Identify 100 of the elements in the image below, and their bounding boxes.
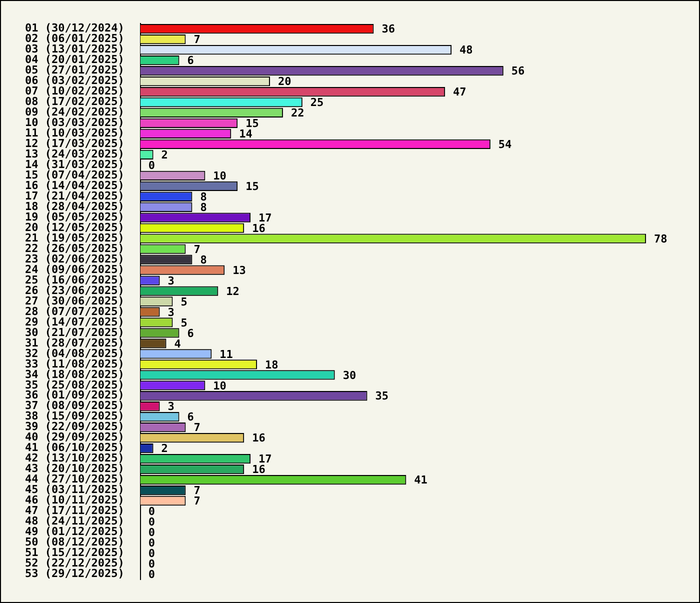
y-tick-label: 32 (04/08/2025) <box>24 346 124 360</box>
data-label: 16 <box>252 463 266 476</box>
y-tick-label: 30 (21/07/2025) <box>24 326 124 339</box>
data-label: 10 <box>213 170 226 183</box>
data-label: 8 <box>200 190 207 204</box>
data-label: 7 <box>194 33 200 46</box>
data-label: 35 <box>375 390 389 403</box>
y-tick-label: 27 (30/06/2025) <box>24 294 124 308</box>
data-label: 0 <box>148 516 155 529</box>
y-tick-label: 42 (13/10/2025) <box>24 452 124 465</box>
data-label: 17 <box>258 452 272 466</box>
data-label: 54 <box>498 138 512 152</box>
data-label: 6 <box>187 410 194 424</box>
y-tick-label: 26 (23/06/2025) <box>24 284 124 297</box>
data-label: 0 <box>148 536 155 550</box>
data-label: 15 <box>246 180 259 194</box>
y-tick-label: 07 (10/02/2025) <box>24 84 124 98</box>
y-tick-label: 28 (07/07/2025) <box>24 304 124 318</box>
y-tick-label: 25 (16/06/2025) <box>24 273 124 286</box>
y-tick-label: 37 (08/09/2025) <box>24 399 124 412</box>
y-tick-label: 46 (10/11/2025) <box>24 494 124 507</box>
y-tick-label: 02 (06/01/2025) <box>24 32 124 46</box>
y-tick-label: 09 (24/02/2025) <box>24 106 124 119</box>
data-label: 4 <box>174 337 182 350</box>
y-tick-label: 12 (17/03/2025) <box>24 137 124 150</box>
data-label: 30 <box>342 368 356 382</box>
y-tick-label: 18 (28/04/2025) <box>24 200 124 213</box>
data-label: 8 <box>200 253 207 266</box>
y-tick-label: 20 (12/05/2025) <box>24 220 124 234</box>
y-tick-label: 36 (01/09/2025) <box>24 388 124 402</box>
data-label: 3 <box>168 306 174 319</box>
y-tick-label: 39 (22/09/2025) <box>24 420 124 434</box>
data-label: 2 <box>161 442 168 456</box>
y-tick-label: 05 (27/01/2025) <box>24 64 124 77</box>
y-tick-label: 34 (18/08/2025) <box>24 368 124 381</box>
data-label: 5 <box>180 316 188 330</box>
data-label: 0 <box>148 159 155 172</box>
y-tick-label: 38 (15/09/2025) <box>24 410 124 423</box>
data-label: 11 <box>220 348 234 361</box>
data-label: 7 <box>194 242 200 256</box>
data-label: 5 <box>180 295 188 308</box>
y-tick-label: 35 (25/08/2025) <box>24 378 124 392</box>
data-label: 2 <box>161 148 168 162</box>
y-tick-label: 31 (28/07/2025) <box>24 336 124 350</box>
y-tick-label: 24 (09/06/2025) <box>24 262 124 276</box>
y-tick-label: 03 (13/01/2025) <box>24 42 124 56</box>
data-label: 7 <box>194 484 200 498</box>
y-tick-label: 52 (22/12/2025) <box>24 556 124 570</box>
data-label: 3 <box>168 400 174 414</box>
y-tick-label: 21 (19/05/2025) <box>24 231 124 244</box>
y-tick-label: 08 (17/02/2025) <box>24 95 124 108</box>
data-label: 10 <box>213 379 226 392</box>
data-label: 12 <box>226 284 240 298</box>
data-label: 41 <box>414 474 428 487</box>
data-label: 8 <box>200 200 207 214</box>
data-label: 16 <box>252 432 266 445</box>
data-label: 0 <box>148 558 155 571</box>
data-label: 6 <box>187 326 194 340</box>
y-tick-label: 53 (29/12/2025) <box>24 567 124 580</box>
y-tick-label: 44 (27/10/2025) <box>24 472 124 486</box>
data-label: 3 <box>168 274 174 288</box>
y-tick-label: 51 (15/12/2025) <box>24 546 124 560</box>
data-label: 0 <box>148 547 155 560</box>
y-tick-label: 11 (10/03/2025) <box>24 126 124 140</box>
data-label: 20 <box>278 75 292 88</box>
data-label: 15 <box>246 117 259 130</box>
y-tick-label: 40 (29/09/2025) <box>24 430 124 444</box>
y-tick-label: 29 (14/07/2025) <box>24 315 124 328</box>
y-tick-label: 48 (24/11/2025) <box>24 514 124 528</box>
y-tick-label: 50 (08/12/2025) <box>24 536 124 549</box>
y-tick-label: 13 (24/03/2025) <box>24 148 124 161</box>
y-tick-label: 06 (03/02/2025) <box>24 74 124 88</box>
y-tick-label: 41 (06/10/2025) <box>24 441 124 454</box>
y-tick-label: 10 (03/03/2025) <box>24 116 124 130</box>
data-label: 0 <box>148 568 155 582</box>
data-label: 0 <box>148 526 155 540</box>
y-tick-label: 49 (01/12/2025) <box>24 525 124 538</box>
y-tick-label: 14 (31/03/2025) <box>24 158 124 172</box>
data-label: 16 <box>252 222 266 235</box>
data-label: 13 <box>232 264 246 277</box>
data-label: 22 <box>290 106 304 120</box>
data-label: 17 <box>258 211 272 224</box>
data-label: 7 <box>194 494 200 508</box>
data-label: 56 <box>511 64 526 78</box>
y-tick-label: 43 (20/10/2025) <box>24 462 124 476</box>
data-label: 36 <box>382 22 396 36</box>
y-tick-label: 01 (30/12/2024) <box>24 22 124 35</box>
y-tick-label: 19 (05/05/2025) <box>24 210 124 224</box>
y-tick-label: 33 (11/08/2025) <box>24 357 124 370</box>
data-label: 6 <box>187 54 194 68</box>
y-tick-label: 04 (20/01/2025) <box>24 53 124 66</box>
data-label: 25 <box>310 96 324 110</box>
data-label: 0 <box>148 505 155 518</box>
y-tick-label: 47 (17/11/2025) <box>24 504 124 518</box>
data-label: 14 <box>239 128 253 141</box>
data-label: 78 <box>654 232 668 246</box>
data-label: 7 <box>194 421 200 434</box>
y-tick-label: 22 (26/05/2025) <box>24 242 124 255</box>
y-tick-label: 23 (02/06/2025) <box>24 252 124 266</box>
data-label: 47 <box>453 86 466 99</box>
